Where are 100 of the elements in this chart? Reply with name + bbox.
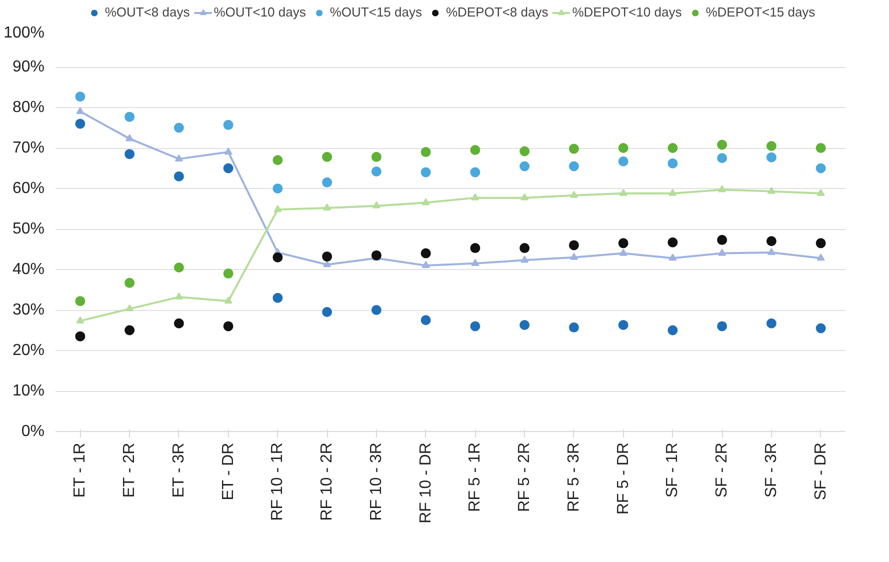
legend-label: %DEPOT<10 days (572, 4, 682, 20)
point (322, 177, 332, 188)
point (618, 238, 628, 248)
x-tick-label: ET - 3R (170, 442, 188, 498)
point (272, 184, 283, 194)
point (470, 321, 480, 332)
y-tick-label: 100% (4, 24, 44, 42)
point (568, 322, 579, 332)
y-tick-label: 0% (21, 423, 44, 440)
point (618, 156, 628, 166)
point (718, 185, 726, 192)
x-tick-label: ET - 1R (72, 442, 89, 498)
point (371, 166, 382, 176)
point (422, 260, 430, 268)
point (816, 238, 826, 248)
point (224, 148, 232, 155)
y-tick-label: 80% (12, 99, 45, 116)
point (570, 252, 578, 260)
point (223, 163, 234, 174)
point (174, 318, 184, 328)
point (174, 262, 184, 272)
point (174, 154, 183, 162)
point (717, 321, 728, 332)
x-tick-label: RF 5 - 1R (466, 442, 484, 512)
point (323, 203, 332, 210)
x-tick-label: SF - 3R (762, 442, 780, 498)
point (618, 143, 628, 153)
x-tick-label: RF 5 - DR (614, 442, 632, 514)
point (174, 292, 183, 300)
x-tick-label: RF 10 - 3R (368, 442, 385, 521)
x-tick-label: RF 5 - 2R (516, 442, 534, 512)
y-tick-label: 20% (12, 342, 45, 359)
point (174, 171, 184, 182)
point (76, 107, 84, 114)
point (124, 149, 135, 160)
point (75, 296, 86, 306)
point (520, 256, 529, 263)
point (618, 320, 628, 330)
legend-label: %OUT<10 days (214, 4, 306, 20)
point (224, 296, 232, 304)
point (520, 193, 529, 200)
point (619, 248, 628, 256)
point (668, 254, 677, 261)
point (767, 248, 776, 256)
point (371, 250, 382, 260)
point (717, 153, 728, 164)
x-tick-label: ET - DR (220, 442, 237, 500)
legend-label: %DEPOT<8 days (446, 4, 548, 20)
y-tick-label: 70% (12, 140, 45, 156)
point (767, 186, 776, 194)
x-tick-label: SF - 1R (664, 442, 682, 498)
point (668, 237, 678, 248)
point (371, 305, 382, 315)
point (570, 190, 578, 198)
y-tick-label: 60% (12, 180, 45, 197)
point (272, 155, 283, 166)
point (223, 268, 234, 279)
point (520, 320, 530, 330)
point (816, 323, 826, 334)
x-tick-label: RF 10 - 1R (269, 442, 286, 521)
point (717, 140, 728, 150)
x-tick-label: RF 5 - 3R (565, 442, 582, 512)
point (520, 243, 530, 254)
point (322, 152, 332, 162)
point (470, 167, 480, 178)
point (718, 248, 726, 256)
x-tick-label: SF - DR (812, 442, 830, 500)
y-tick-label: 10% (12, 382, 45, 400)
point (568, 240, 579, 250)
point (766, 318, 776, 328)
x-tick-label: RF 10 - 2R (318, 442, 336, 521)
point (420, 248, 431, 258)
point (766, 152, 776, 162)
x-tick-label: RF 10 - DR (417, 442, 434, 524)
point (124, 112, 135, 122)
legend-label: %OUT<15 days (330, 4, 422, 20)
point (668, 188, 677, 196)
point (668, 143, 678, 153)
y-tick-label: 50% (12, 220, 45, 238)
point (816, 254, 825, 261)
point (323, 260, 332, 268)
point (816, 163, 826, 174)
point (420, 147, 431, 158)
point (223, 321, 234, 332)
point (174, 122, 184, 133)
y-tick-label: 30% (12, 302, 45, 318)
point (75, 118, 86, 129)
point (124, 278, 135, 288)
point (420, 167, 431, 178)
point (668, 158, 678, 168)
point (766, 236, 776, 246)
point (520, 161, 530, 172)
y-tick-label: 90% (12, 58, 45, 76)
point (470, 243, 480, 254)
point (816, 188, 825, 196)
point (126, 134, 134, 142)
point (568, 161, 579, 172)
point (520, 146, 530, 156)
y-tick-label: 40% (12, 261, 45, 278)
x-tick-label: SF - 2R (714, 442, 731, 498)
